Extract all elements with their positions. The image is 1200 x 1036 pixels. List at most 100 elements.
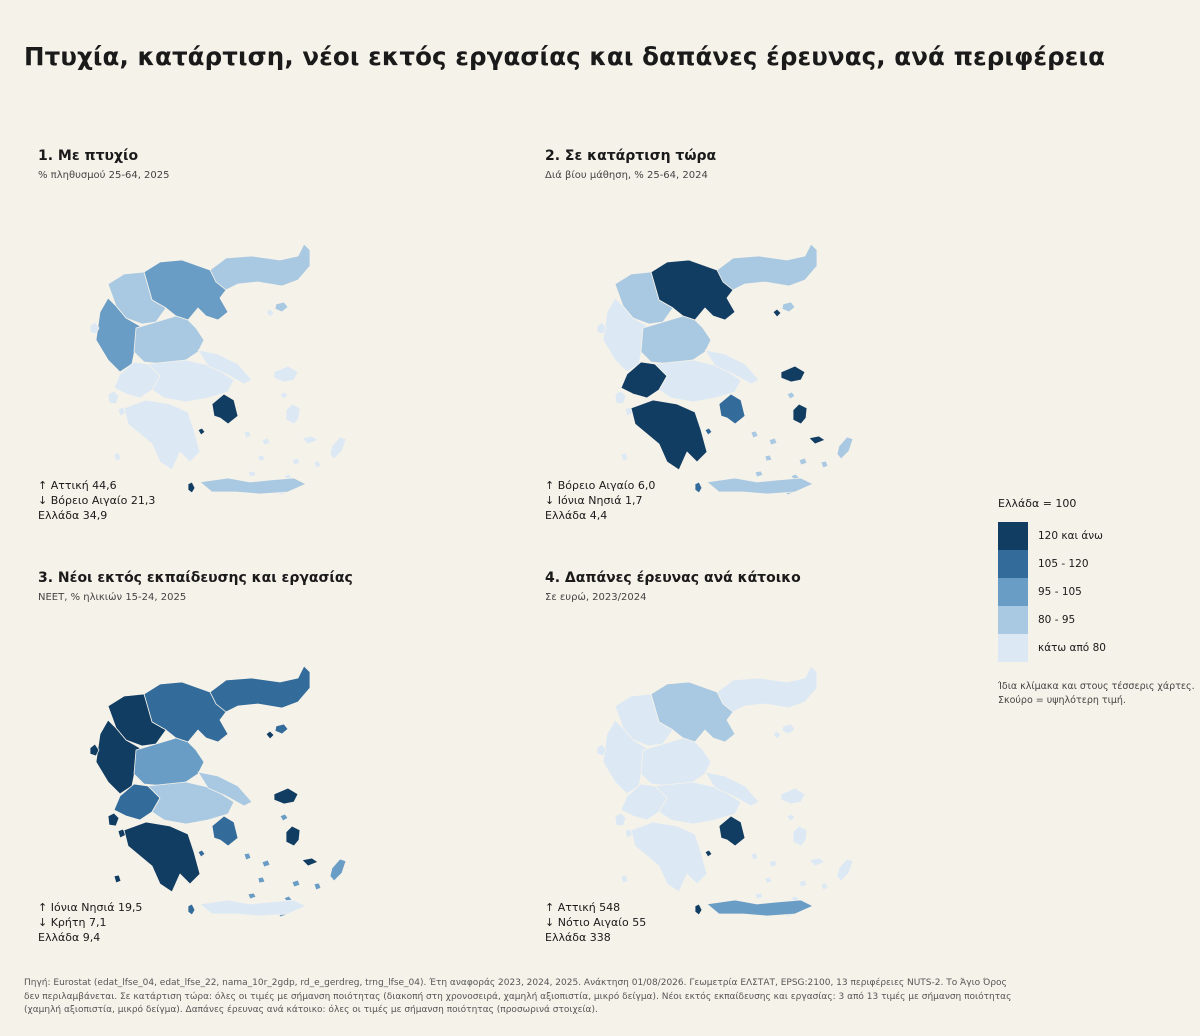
map-panel-training: 2. Σε κατάρτιση τώρα Διά βίου μάθηση, % … [545, 148, 1025, 548]
region-shape [285, 403, 301, 425]
region-shape [706, 477, 814, 495]
region-amth [716, 665, 818, 735]
legend-item: 80 - 95 [998, 606, 1198, 634]
region-shape [261, 437, 271, 446]
greece-regions-svg [596, 665, 854, 918]
region-shape [279, 391, 289, 400]
region-shape [768, 437, 778, 446]
region-thes [640, 315, 712, 365]
region-shape [704, 427, 713, 436]
region-shape [113, 874, 122, 884]
panel-subtitle: Σε ευρώ, 2023/2024 [545, 592, 647, 603]
region-shape [301, 435, 319, 445]
region-krit [706, 477, 814, 495]
region-thes [133, 315, 205, 365]
legend-item: κάτω από 80 [998, 634, 1198, 662]
legend-swatch [998, 522, 1028, 550]
region-shape [133, 737, 205, 787]
region-shape [781, 723, 796, 735]
legend-swatch [998, 578, 1028, 606]
stat-min: ↓ Νότιο Αιγαίο 55 [545, 916, 647, 929]
region-shape [781, 301, 796, 313]
region-shape [257, 454, 266, 462]
greece-choropleth-map [555, 194, 895, 514]
map-panel-degree: 1. Με πτυχίο % πληθυσμού 25-64, 2025 ↑ Α… [38, 148, 518, 548]
legend-swatch [998, 634, 1028, 662]
legend-title: Ελλάδα = 100 [998, 497, 1077, 510]
legend-item: 120 και άνω [998, 522, 1198, 550]
region-shape [768, 859, 778, 868]
region-shape [704, 771, 760, 807]
legend-label: 120 και άνω [1038, 530, 1103, 542]
greece-regions-svg [596, 243, 854, 496]
legend-swatch [998, 550, 1028, 578]
stat-max: ↑ Βόρειο Αιγαίο 6,0 [545, 479, 656, 492]
region-shape [261, 859, 271, 868]
region-shape [143, 681, 229, 743]
region-thes [640, 737, 712, 787]
region-shape [780, 787, 806, 805]
stat-national: Ελλάδα 9,4 [38, 931, 101, 944]
panel-subtitle: NEET, % ηλικιών 15-24, 2025 [38, 592, 187, 603]
region-shape [780, 365, 806, 383]
region-shape [750, 852, 759, 861]
region-shape [265, 730, 275, 740]
legend: Ελλάδα = 100 120 και άνω 105 - 120 95 - … [998, 497, 1198, 708]
region-shape [640, 315, 712, 365]
stat-min: ↓ Ιόνια Νησιά 1,7 [545, 494, 643, 507]
legend-item: 95 - 105 [998, 578, 1198, 606]
region-vaig [265, 308, 319, 445]
legend-note-line: Ίδια κλίμακα και στους τέσσερις χάρτες. [998, 681, 1195, 692]
region-vaig [772, 308, 826, 445]
region-shape [754, 892, 764, 900]
region-naig [750, 391, 854, 496]
region-shape [792, 825, 808, 847]
region-shape [754, 470, 764, 478]
region-shape [197, 427, 206, 436]
region-shape [209, 665, 311, 713]
region-shape [640, 737, 712, 787]
region-shape [630, 821, 708, 893]
greece-regions-svg [89, 243, 347, 496]
region-ioni [596, 743, 634, 884]
greece-regions-svg [89, 665, 347, 918]
region-shape [764, 454, 773, 462]
region-shape [772, 730, 782, 740]
region-shape [143, 259, 229, 321]
region-krit [199, 477, 307, 495]
region-shape [197, 771, 253, 807]
region-shape [620, 452, 629, 462]
legend-label: κάτω από 80 [1038, 642, 1106, 654]
region-amth [209, 665, 311, 735]
region-amth [209, 243, 311, 313]
legend-note: Ίδια κλίμακα και στους τέσσερις χάρτες. … [998, 680, 1198, 708]
legend-label: 105 - 120 [1038, 558, 1089, 570]
region-thes [133, 737, 205, 787]
region-shape [107, 390, 120, 405]
region-atti [187, 393, 239, 494]
panel-title: 4. Δαπάνες έρευνας ανά κάτοικο [545, 570, 801, 586]
region-shape [654, 781, 742, 825]
region-shape [279, 813, 289, 822]
panel-title: 1. Με πτυχίο [38, 148, 139, 164]
region-shape [654, 359, 742, 403]
stat-min: ↓ Βόρειο Αιγαίο 21,3 [38, 494, 156, 507]
region-shape [798, 879, 808, 888]
source-footnote: Πηγή: Eurostat (edat_lfse_04, edat_lfse_… [24, 978, 1012, 1015]
stat-national: Ελλάδα 338 [545, 931, 611, 944]
region-shape [694, 903, 703, 916]
stat-national: Ελλάδα 4,4 [545, 509, 608, 522]
panel-subtitle: Διά βίου μάθηση, % 25-64, 2024 [545, 170, 708, 181]
region-shape [199, 477, 307, 495]
region-shape [243, 852, 252, 861]
region-shape [107, 812, 120, 827]
region-shape [772, 308, 782, 318]
region-shape [329, 436, 347, 460]
region-shape [133, 315, 205, 365]
region-shape [273, 365, 299, 383]
greece-choropleth-map [48, 194, 388, 514]
region-shape [820, 460, 829, 469]
region-shape [650, 681, 736, 743]
region-vaig [772, 730, 826, 867]
region-ioni [596, 321, 634, 462]
